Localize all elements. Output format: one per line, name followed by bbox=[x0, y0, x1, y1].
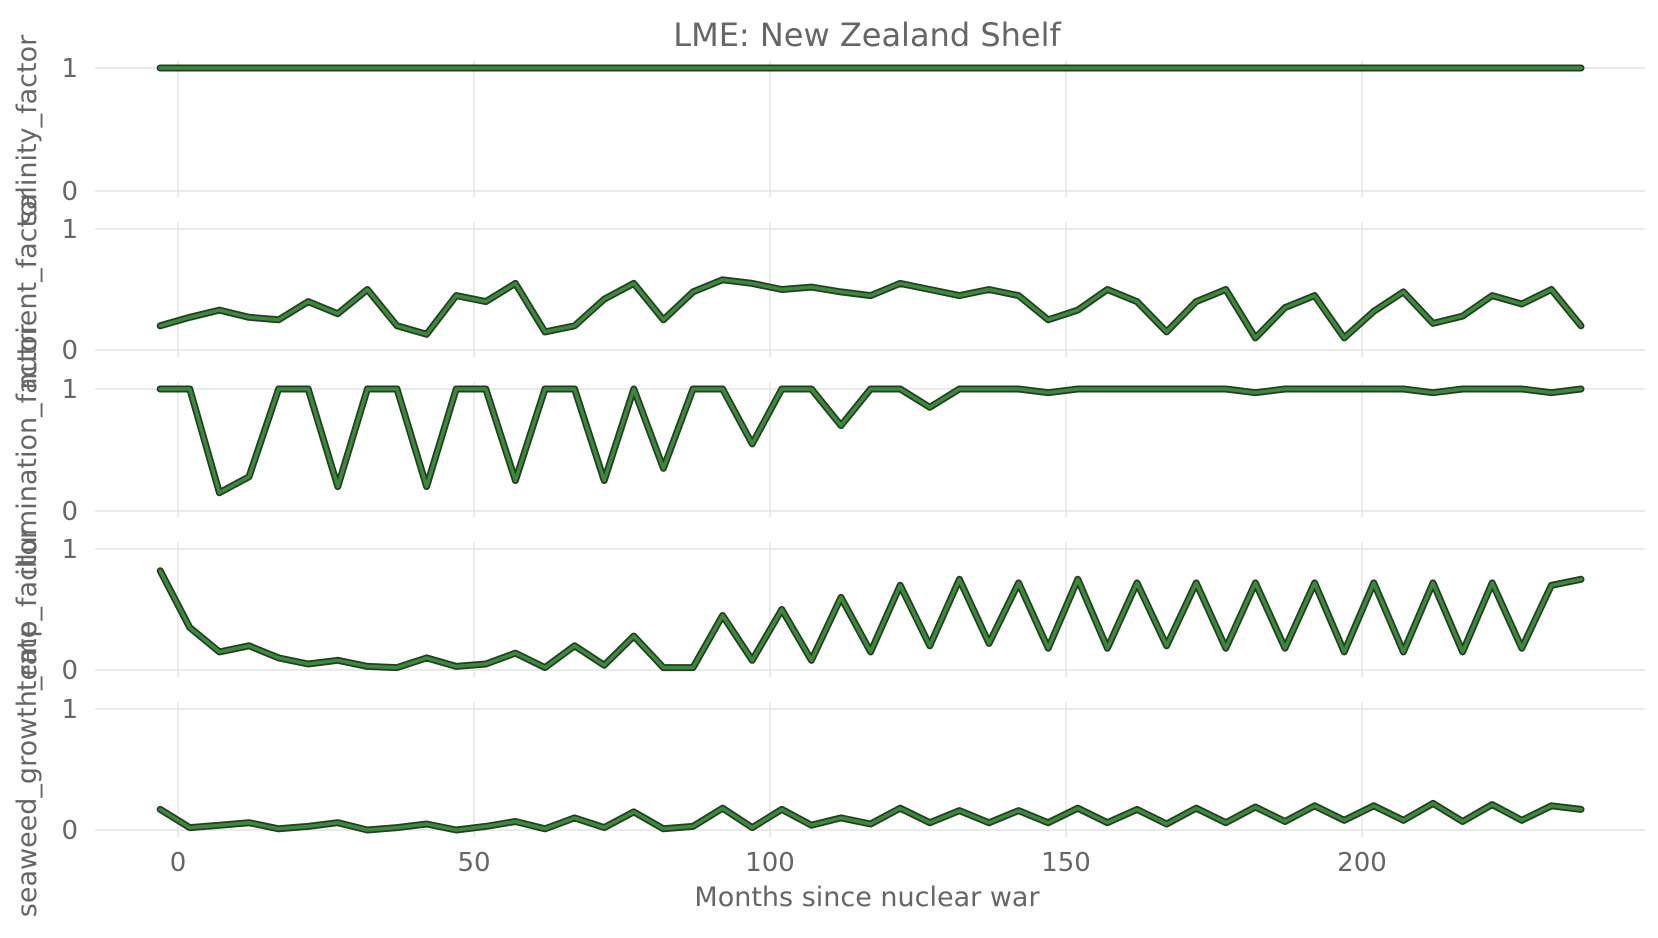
y-tick-label: 1 bbox=[61, 535, 78, 565]
y-tick-label: 0 bbox=[61, 177, 78, 207]
series-line-outline bbox=[156, 385, 1585, 497]
y-tick-label: 0 bbox=[61, 816, 78, 846]
series-line bbox=[158, 801, 1583, 832]
text-layer: 0 50 100 150 20001salinity_factor01nutrient_… bbox=[12, 34, 1387, 917]
y-axis-label: temp_factor bbox=[12, 527, 43, 691]
series-line bbox=[158, 569, 1583, 670]
y-axis-label: salinity_factor bbox=[12, 34, 43, 224]
chart-title: LME: New Zealand Shelf bbox=[673, 16, 1061, 54]
y-axis-label: nutrient_factor bbox=[12, 188, 43, 389]
y-axis-label: seaweed_growth_rate bbox=[12, 622, 43, 917]
x-tick-label: 0 bbox=[170, 848, 187, 878]
series-layer bbox=[156, 64, 1585, 834]
x-tick-label: 150 bbox=[1041, 848, 1091, 878]
y-tick-label: 1 bbox=[61, 54, 78, 84]
y-tick-label: 0 bbox=[61, 497, 78, 527]
series-line bbox=[158, 387, 1583, 495]
series-line bbox=[158, 278, 1583, 340]
y-tick-label: 1 bbox=[61, 375, 78, 405]
series-line-outline bbox=[156, 276, 1585, 342]
y-tick-label: 1 bbox=[61, 215, 78, 245]
x-axis-label: Months since nuclear war bbox=[694, 882, 1040, 913]
y-tick-label: 0 bbox=[61, 336, 78, 366]
y-axis-label: illumination_factor bbox=[12, 323, 43, 575]
x-tick-label: 200 bbox=[1337, 848, 1387, 878]
y-tick-label: 1 bbox=[61, 695, 78, 725]
x-tick-label: 100 bbox=[745, 848, 795, 878]
x-tick-label: 50 bbox=[457, 848, 490, 878]
y-tick-label: 0 bbox=[61, 656, 78, 686]
